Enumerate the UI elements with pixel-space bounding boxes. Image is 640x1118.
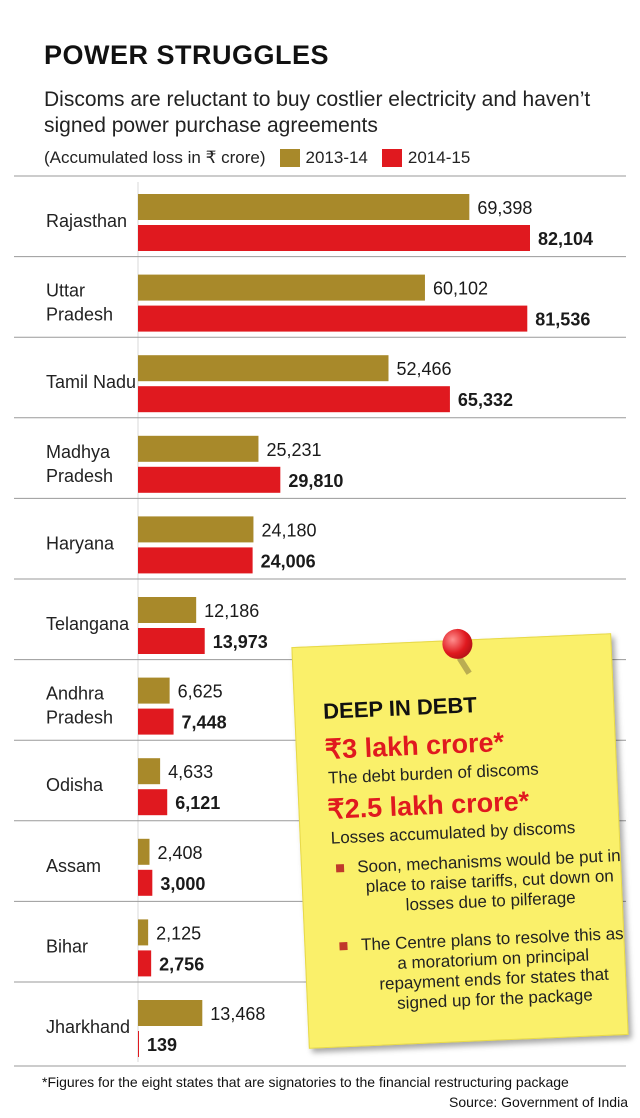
- chart-title: POWER STRUGGLES: [44, 40, 330, 70]
- value-label-2013-14: 6,625: [178, 682, 223, 702]
- note-figure-losses: ₹2.5 lakh crore*: [326, 785, 530, 825]
- bar-2014-15: [138, 789, 168, 816]
- category-label: Jharkhand: [46, 1017, 130, 1037]
- bar-2014-15: [138, 869, 153, 896]
- note-bullet-1-text: Soon, mechanisms would be put in place t…: [356, 846, 622, 915]
- legend: (Accumulated loss in ₹ crore) 2013-14 20…: [44, 148, 470, 168]
- note-heading: DEEP IN DEBT: [322, 692, 478, 724]
- note-bullet-2: The Centre plans to resolve this as a mo…: [335, 924, 630, 1017]
- unit-note: (Accumulated loss in ₹ crore): [44, 148, 266, 167]
- deep-in-debt-note: DEEP IN DEBT ₹3 lakh crore* The debt bur…: [291, 628, 630, 1049]
- bar-2014-15: [138, 305, 528, 332]
- bullet-square-icon: [335, 864, 345, 873]
- category-label: Pradesh: [46, 466, 113, 486]
- value-label-2014-15: 65,332: [458, 390, 513, 410]
- category-label: Pradesh: [46, 305, 113, 325]
- value-label-2013-14: 60,102: [433, 279, 488, 299]
- value-label-2013-14: 69,398: [477, 198, 532, 218]
- bar-2014-15: [138, 386, 450, 413]
- bar-2013-14: [138, 274, 425, 301]
- bar-2014-15: [138, 466, 281, 493]
- value-label-2014-15: 81,536: [535, 310, 590, 330]
- footnote: *Figures for the eight states that are s…: [42, 1074, 569, 1090]
- value-label-2014-15: 29,810: [288, 471, 343, 491]
- value-label-2013-14: 4,633: [168, 762, 213, 782]
- chart-subtitle: Discoms are reluctant to buy costlier el…: [44, 88, 591, 137]
- category-label: Pradesh: [46, 708, 113, 728]
- bar-2013-14: [138, 435, 259, 462]
- bar-2014-15: [138, 225, 530, 251]
- bar-2014-15: [138, 547, 253, 574]
- bullet-square-icon: [339, 942, 348, 951]
- value-label-2013-14: 13,468: [210, 1004, 265, 1024]
- category-label: Madhya: [46, 442, 111, 462]
- bar-2013-14: [138, 758, 161, 785]
- value-label-2013-14: 12,186: [204, 601, 259, 621]
- bar-2013-14: [138, 355, 389, 382]
- bar-2014-15: [138, 628, 205, 654]
- category-label: Telangana: [46, 614, 130, 634]
- bar-2013-14: [138, 597, 197, 623]
- value-label-2013-14: 2,125: [156, 923, 201, 943]
- bar-2013-14: [138, 516, 254, 543]
- legend-swatch-2014-15: [381, 149, 402, 167]
- value-label-2014-15: 82,104: [538, 229, 593, 249]
- bar-2014-15: [138, 708, 174, 735]
- value-label-2013-14: 25,231: [266, 440, 321, 460]
- category-label: Bihar: [46, 936, 88, 956]
- bar-2013-14: [138, 194, 470, 220]
- pin-shadow: [456, 656, 472, 675]
- value-label-2014-15: 2,756: [159, 954, 204, 974]
- value-label-2013-14: 52,466: [396, 359, 451, 379]
- category-label: Odisha: [46, 775, 104, 795]
- note-figure-debt: ₹3 lakh crore*: [324, 727, 505, 765]
- value-label-2014-15: 7,448: [182, 713, 227, 733]
- legend-swatch-2013-14: [279, 149, 300, 167]
- note-bullet-2-text: The Centre plans to resolve this as a mo…: [360, 923, 624, 1013]
- category-label: Assam: [46, 856, 101, 876]
- category-label: Rajasthan: [46, 211, 127, 231]
- pushpin-icon: [441, 628, 474, 660]
- value-label-2014-15: 6,121: [175, 793, 220, 813]
- value-label-2014-15: 24,006: [261, 551, 316, 571]
- note-bullet-1: Soon, mechanisms would be put in place t…: [332, 846, 626, 919]
- value-label-2014-15: 3,000: [160, 874, 205, 894]
- bar-2013-14: [138, 919, 149, 946]
- value-label-2014-15: 13,973: [213, 632, 268, 652]
- category-label: Tamil Nadu: [46, 372, 136, 392]
- bar-2013-14: [138, 677, 170, 704]
- legend-label-2013-14: 2013-14: [305, 148, 368, 167]
- legend-label-2014-15: 2014-15: [407, 148, 471, 167]
- category-label: Andhra: [46, 684, 105, 704]
- bar-2013-14: [138, 838, 150, 865]
- bar-2014-15: [138, 950, 152, 977]
- value-label-2013-14: 24,180: [261, 520, 316, 540]
- category-label: Uttar: [46, 281, 85, 301]
- value-label-2013-14: 2,408: [157, 843, 202, 863]
- category-label: Haryana: [46, 533, 115, 553]
- bar-2014-15: [138, 1031, 139, 1057]
- value-label-2014-15: 139: [147, 1035, 177, 1055]
- bar-2013-14: [138, 1000, 203, 1026]
- source-credit: Source: Government of India: [449, 1094, 628, 1110]
